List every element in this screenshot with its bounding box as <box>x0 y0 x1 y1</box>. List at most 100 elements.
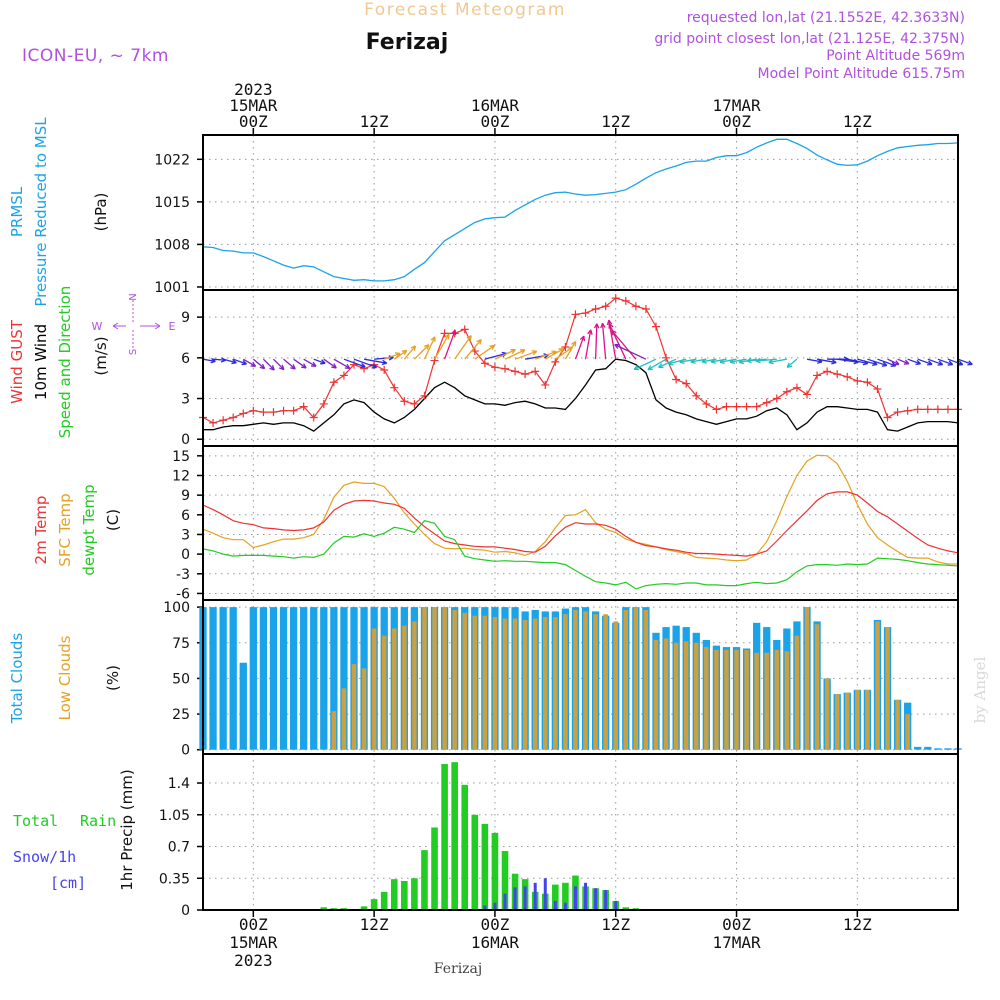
bar-low-cloud <box>673 642 679 750</box>
wind-arrow-head <box>600 322 606 329</box>
wind-arrow-head <box>967 360 973 366</box>
top-time-label: 00Z <box>480 112 509 131</box>
bar-low-cloud <box>351 664 357 750</box>
wind-arrow <box>927 358 943 366</box>
wind-arrow <box>847 358 868 365</box>
wind-arrow-head <box>510 348 516 354</box>
bottom-time-label: 12Z <box>360 915 389 934</box>
chart-title: Forecast Meteogram <box>364 0 566 20</box>
wind-arrow-head <box>729 358 736 365</box>
wind-arrow <box>633 358 657 370</box>
wind-arrow <box>601 323 607 360</box>
compass-west: W <box>92 320 103 333</box>
bar-rain <box>390 879 398 910</box>
gust-marker <box>611 294 620 303</box>
bar-snow <box>523 886 527 910</box>
wind-arrow-head <box>210 357 216 364</box>
y-tick-label: 6 <box>181 351 190 367</box>
y-tick-label: -6 <box>176 586 190 602</box>
bar-total-cloud <box>944 748 952 750</box>
bar-total-cloud <box>239 662 247 750</box>
wind-arrow <box>658 358 677 368</box>
bottom-time-label: 00Z <box>239 915 268 934</box>
gust-marker <box>853 376 862 385</box>
y-axis-label: (m/s) <box>92 336 110 375</box>
model-name: ICON-EU, ~ 7km <box>22 46 169 66</box>
wind-arrow-head <box>310 361 317 367</box>
wind-arrow-head <box>690 358 696 364</box>
wind-arrow-head <box>746 357 752 364</box>
bar-rain <box>491 832 499 910</box>
gust-marker <box>652 322 660 331</box>
wind-arrow-head <box>558 348 564 354</box>
bar-total-cloud <box>914 746 922 750</box>
wind-arrow <box>786 358 798 368</box>
bottom-time-label: 12Z <box>601 915 630 934</box>
y-tick-label: 0 <box>181 743 190 759</box>
bar-low-cloud <box>754 652 759 750</box>
wind-arrow-head <box>519 349 526 355</box>
top-time-label: 17MAR <box>712 96 761 115</box>
bar-low-cloud <box>824 678 830 750</box>
panel-frame <box>202 753 959 911</box>
bar-low-cloud <box>432 607 437 750</box>
wind-arrow <box>614 344 647 360</box>
bar-low-cloud <box>543 617 548 750</box>
gust-marker <box>903 406 912 415</box>
side-label-snow: Snow/1h <box>13 848 76 866</box>
wind-arrow-head <box>451 329 457 336</box>
wind-arrow-head <box>250 361 257 367</box>
bar-low-cloud <box>532 618 538 750</box>
wind-arrow <box>608 323 627 360</box>
compass-horizontal <box>112 322 161 330</box>
wind-arrow-head <box>401 349 408 356</box>
wind-arrow <box>806 358 823 363</box>
gust-marker <box>692 391 701 400</box>
side-label-low-clouds: Low Clouds <box>56 635 74 720</box>
bar-low-cloud <box>331 711 337 750</box>
bar-low-cloud <box>774 649 780 750</box>
bar-low-cloud <box>341 688 347 750</box>
wind-arrow-head <box>903 359 910 365</box>
wind-arrow <box>474 344 495 360</box>
y-tick-label: 0 <box>181 547 190 563</box>
requested-coords: requested lon,lat (21.1552E, 42.3633N) <box>687 10 965 26</box>
gust-marker <box>380 366 389 375</box>
top-time-label: 00Z <box>239 112 268 131</box>
wind-arrow <box>816 358 837 364</box>
bottom-time-label: 2023 <box>234 951 273 970</box>
gust-marker <box>843 372 852 381</box>
wind-arrow <box>494 349 516 360</box>
wind-arrow-head <box>241 360 248 366</box>
bottom-time-label: 00Z <box>480 915 509 934</box>
gust-marker <box>279 406 288 415</box>
panel-wind: 0 3 6 9 Wind GUST 10m Wind Speed and Direction… <box>8 286 973 448</box>
bar-snow <box>563 902 567 910</box>
top-time-label: 00Z <box>722 112 751 131</box>
gust-marker <box>601 302 610 311</box>
wind-arrow-head <box>571 340 577 347</box>
bar-rain <box>421 850 428 910</box>
bar-low-cloud <box>724 649 729 750</box>
bar-snow <box>614 900 618 910</box>
wind-arrow <box>242 358 256 367</box>
wind-arrow-head <box>360 362 366 369</box>
bar-low-cloud <box>794 635 800 750</box>
y-axis-label: (C) <box>104 509 122 531</box>
wind-arrow <box>907 358 921 365</box>
y-tick-label: 3 <box>181 392 190 408</box>
bar-rain <box>562 882 569 910</box>
bar-total-cloud <box>310 607 318 750</box>
bar-snow <box>543 878 547 910</box>
y-tick-label: 0.35 <box>159 871 190 887</box>
top-time-label: 15MAR <box>229 96 278 115</box>
wind-arrow-head <box>531 350 538 356</box>
wind-arrow <box>837 358 859 363</box>
gust-marker <box>289 406 298 415</box>
bar-low-cloud <box>522 619 528 750</box>
wind-arrow-head <box>587 329 593 335</box>
compass-south: S <box>128 349 139 355</box>
wind-arrow <box>768 358 787 364</box>
header: Forecast Meteogram Ferizaj ICON-EU, ~ 7k… <box>22 0 965 82</box>
